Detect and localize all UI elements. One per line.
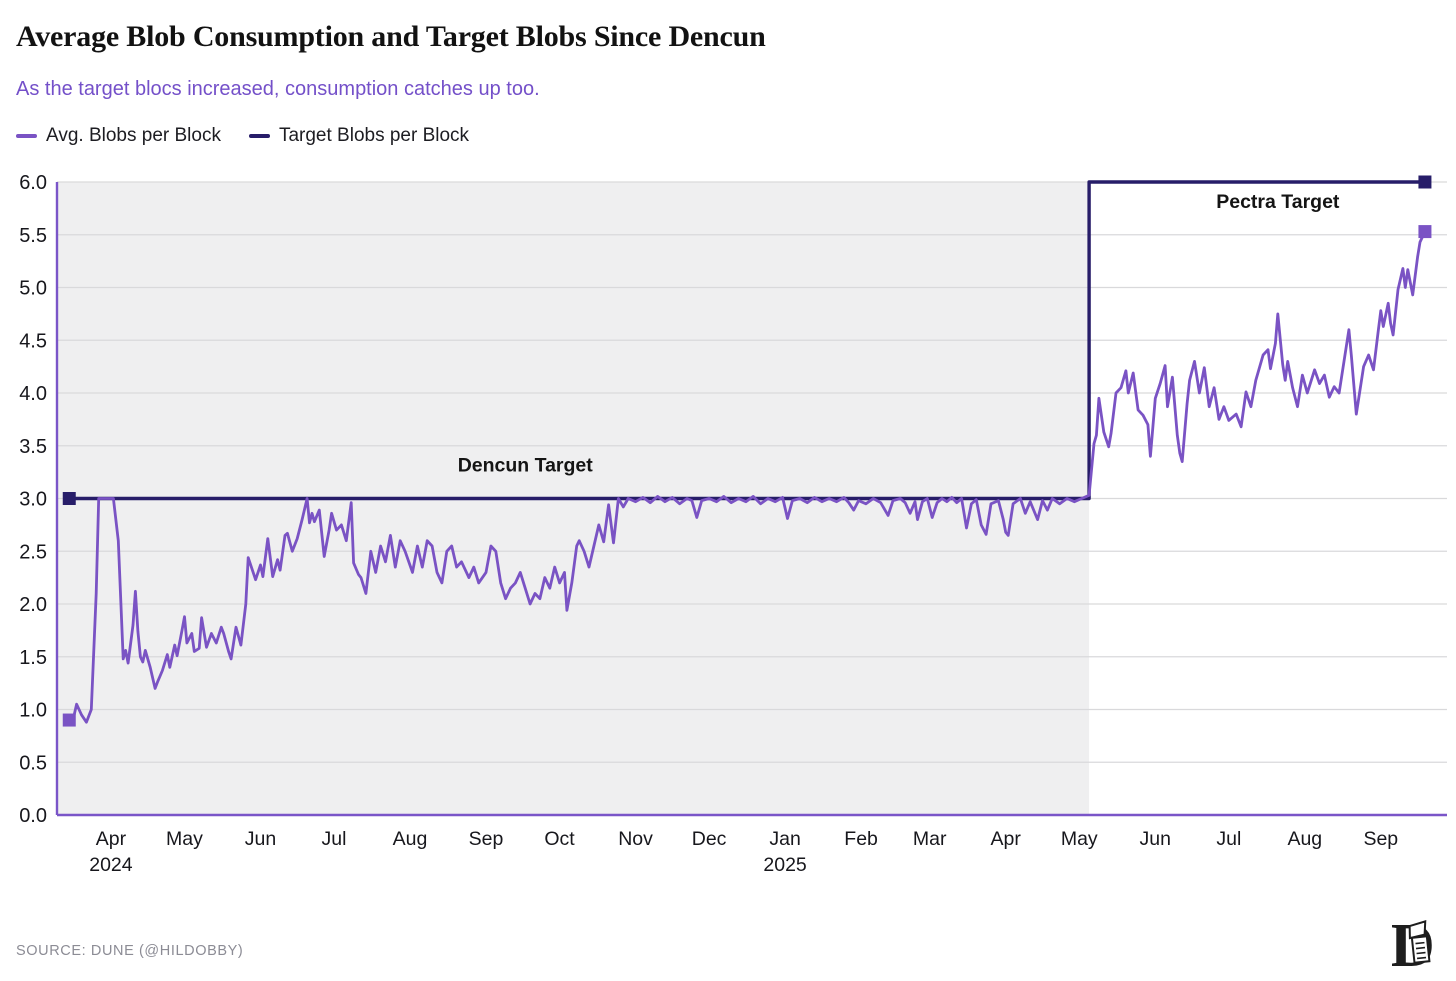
defiant-d-logo-icon: D bbox=[1392, 914, 1435, 976]
x-tick-label: Jan bbox=[769, 828, 800, 850]
series-end-marker bbox=[1418, 225, 1432, 239]
y-tick-label: 6.0 bbox=[19, 172, 47, 194]
y-tick-label: 1.0 bbox=[19, 700, 47, 722]
legend-label-target-blobs: Target Blobs per Block bbox=[278, 125, 470, 146]
annotation-label: Dencun Target bbox=[458, 455, 594, 477]
y-tick-label: 5.0 bbox=[19, 278, 47, 300]
x-tick-label: Mar bbox=[913, 828, 947, 850]
y-tick-label: 0.5 bbox=[19, 752, 47, 774]
series-end-marker bbox=[62, 713, 76, 727]
y-tick-label: 3.5 bbox=[19, 436, 47, 458]
x-tick-label: Jun bbox=[245, 828, 276, 850]
page-title: Average Blob Consumption and Target Blob… bbox=[16, 20, 766, 53]
x-tick-label: Feb bbox=[844, 828, 878, 850]
avg-blobs-line-swatch-icon bbox=[16, 134, 37, 138]
x-tick-label: Jun bbox=[1140, 828, 1171, 850]
y-tick-label: 2.0 bbox=[19, 594, 47, 616]
x-tick-year-label: 2024 bbox=[89, 854, 133, 876]
x-tick-year-label: 2025 bbox=[763, 854, 807, 876]
y-tick-label: 3.0 bbox=[19, 489, 47, 511]
legend-label-avg-blobs: Avg. Blobs per Block bbox=[46, 125, 221, 146]
chart-legend: Avg. Blobs per Block Target Blobs per Bl… bbox=[16, 125, 469, 147]
chart-subtitle: As the target blocs increased, consumpti… bbox=[16, 78, 540, 100]
x-tick-label: Jul bbox=[322, 828, 347, 850]
x-tick-label: May bbox=[166, 828, 203, 850]
x-tick-label: Jul bbox=[1216, 828, 1241, 850]
source-credit: SOURCE: DUNE (@HILDOBBY) bbox=[16, 943, 244, 959]
y-tick-label: 2.5 bbox=[19, 541, 47, 563]
avg-blobs-line bbox=[67, 230, 1427, 724]
x-tick-label: May bbox=[1061, 828, 1098, 850]
series-end-marker bbox=[1418, 175, 1432, 189]
x-tick-label: Sep bbox=[1363, 828, 1398, 850]
y-tick-label: 4.5 bbox=[19, 330, 47, 352]
y-tick-label: 4.0 bbox=[19, 383, 47, 405]
annotation-label: Pectra Target bbox=[1216, 191, 1340, 213]
x-tick-label: Nov bbox=[618, 828, 653, 850]
legend-item-target-blobs: Target Blobs per Block bbox=[248, 125, 470, 147]
y-tick-label: 1.5 bbox=[19, 647, 47, 669]
x-tick-label: Sep bbox=[469, 828, 504, 850]
legend-item-avg-blobs: Avg. Blobs per Block bbox=[16, 125, 221, 147]
target-blobs-line-swatch-icon bbox=[248, 134, 270, 138]
x-tick-label: Dec bbox=[692, 828, 727, 850]
x-tick-label: Apr bbox=[96, 828, 127, 850]
target-blobs-line bbox=[67, 180, 1427, 501]
x-tick-label: Aug bbox=[1287, 828, 1322, 850]
x-tick-label: Oct bbox=[544, 828, 575, 850]
x-tick-label: Aug bbox=[393, 828, 428, 850]
series-end-marker bbox=[62, 492, 76, 505]
y-tick-label: 5.5 bbox=[19, 225, 47, 247]
x-tick-label: Apr bbox=[991, 828, 1022, 850]
y-tick-label: 0.0 bbox=[19, 805, 47, 827]
